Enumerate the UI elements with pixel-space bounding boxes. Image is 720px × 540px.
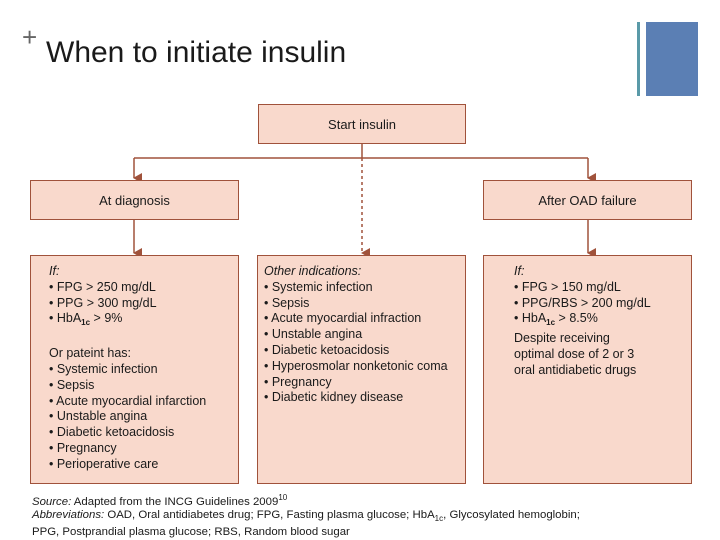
source-line: Source: Adapted from the INCG Guidelines… <box>32 493 288 508</box>
indication-item: • Acute myocardial infraction <box>264 311 422 326</box>
criterion-fpg: • FPG > 250 mg/dL <box>49 279 156 294</box>
other-indications-box: Other indications: • Systemic infection … <box>257 255 466 484</box>
condition-item: • Systemic infection <box>49 361 158 376</box>
if-label: If: <box>514 264 525 278</box>
condition-item: • Sepsis <box>49 377 95 392</box>
condition-item: • Acute myocardial infarction <box>49 393 207 408</box>
despite-line: Despite receiving <box>514 331 610 346</box>
oad-criteria-box: If: • FPG > 150 mg/dL • PPG/RBS > 200 mg… <box>483 255 692 484</box>
page-title: When to initiate insulin <box>46 36 347 69</box>
or-patient-has-label: Or pateint has: <box>49 346 131 361</box>
despite-line: optimal dose of 2 or 3 <box>514 346 635 361</box>
indication-item: • Systemic infection <box>264 279 373 294</box>
decorative-line <box>637 22 640 96</box>
after-oad-box: After OAD failure <box>483 180 692 220</box>
diagnosis-criteria-box: If: • FPG > 250 mg/dL • PPG > 300 mg/dL … <box>30 255 239 484</box>
condition-item: • Perioperative care <box>49 456 159 471</box>
at-diagnosis-box: At diagnosis <box>30 180 239 220</box>
criterion-hba1c: • HbA1c > 8.5% <box>514 311 598 328</box>
indication-item: • Hyperosmolar nonketonic coma <box>264 358 448 373</box>
at-diagnosis-label: At diagnosis <box>99 192 170 208</box>
indication-item: • Diabetic ketoacidosis <box>264 342 390 357</box>
indication-item: • Pregnancy <box>264 374 332 389</box>
if-label: If: <box>49 264 60 278</box>
condition-item: • Unstable angina <box>49 409 148 424</box>
criterion-ppg-rbs: • PPG/RBS > 200 mg/dL <box>514 295 651 310</box>
criterion-fpg: • FPG > 150 mg/dL <box>514 279 621 294</box>
criterion-ppg: • PPG > 300 mg/dL <box>49 295 157 310</box>
after-oad-label: After OAD failure <box>538 192 637 208</box>
title-bullet: + <box>22 22 38 52</box>
condition-item: • Pregnancy <box>49 440 117 455</box>
other-indications-label: Other indications: <box>264 264 362 278</box>
abbreviations-line: Abbreviations: OAD, Oral antidiabetes dr… <box>32 509 580 524</box>
condition-item: • Diabetic ketoacidosis <box>49 425 175 440</box>
indication-item: • Sepsis <box>264 295 310 310</box>
start-insulin-box: Start insulin <box>258 104 466 144</box>
decorative-block <box>646 22 698 96</box>
criterion-hba1c: • HbA1c > 9% <box>49 311 123 328</box>
despite-line: oral antidiabetic drugs <box>514 362 637 377</box>
start-insulin-label: Start insulin <box>328 116 396 132</box>
indication-item: • Diabetic kidney disease <box>264 390 404 405</box>
indication-item: • Unstable angina <box>264 327 363 342</box>
footnote: Source: Adapted from the INCG Guidelines… <box>32 491 712 539</box>
abbreviations-line-2: PPG, Postprandial plasma glucose; RBS, R… <box>32 525 350 538</box>
